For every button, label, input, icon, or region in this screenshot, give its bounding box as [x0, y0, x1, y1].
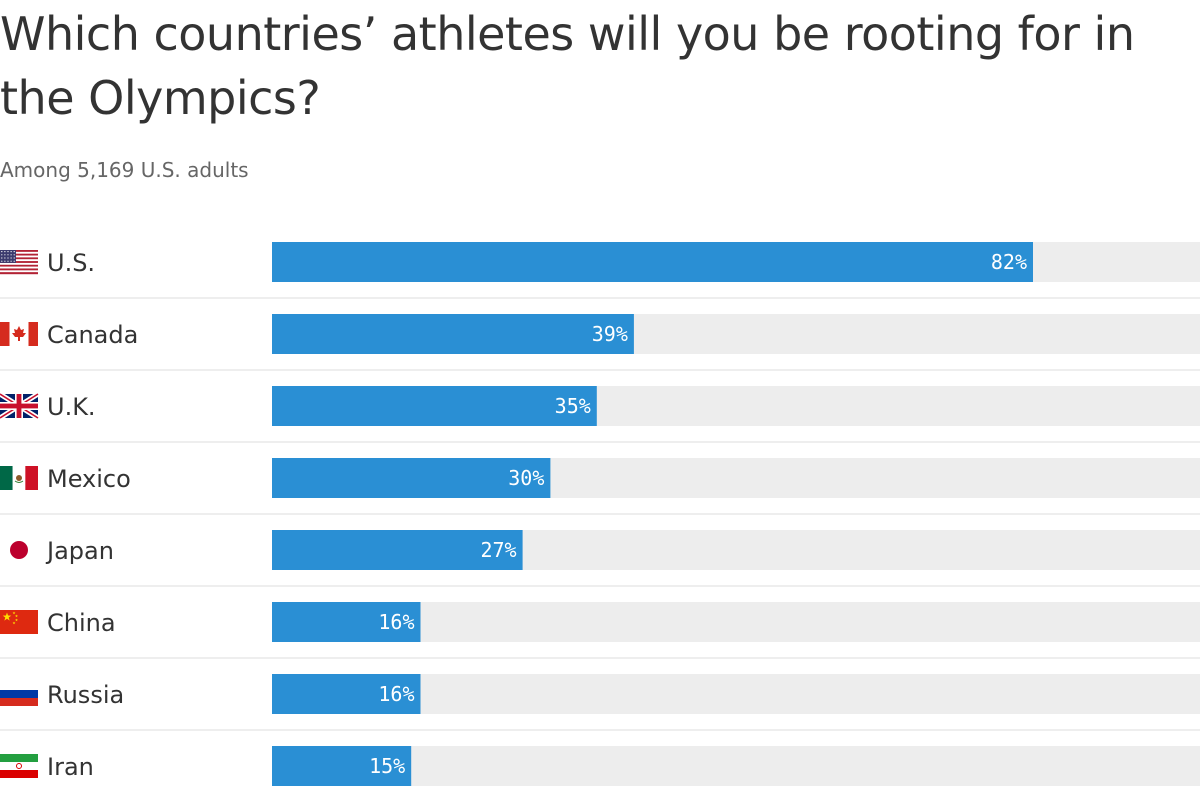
- mexico-flag-icon: [0, 466, 38, 490]
- bar-track: [272, 602, 1200, 642]
- china-flag-icon: [0, 610, 38, 634]
- bar-track: [272, 242, 1200, 282]
- bar-row: U.K. 35%: [0, 369, 1200, 426]
- bar-track: [272, 458, 1200, 498]
- bar-row: Russia 16%: [0, 657, 1200, 714]
- iran-flag-icon: [0, 754, 38, 778]
- data-label: 30%: [508, 466, 544, 490]
- canada-flag-icon: [0, 322, 38, 346]
- chart-subtitle: Among 5,169 U.S. adults: [0, 158, 249, 182]
- bar-row: Japan 27%: [0, 513, 1200, 570]
- category-label: China: [47, 609, 116, 637]
- data-label: 16%: [378, 610, 414, 634]
- chart-title: Which countries’ athletes will you be ro…: [0, 7, 1135, 125]
- russia-flag-icon: [0, 682, 38, 706]
- bar-row: Canada 39%: [0, 297, 1200, 354]
- category-label: U.S.: [47, 249, 95, 277]
- bar-row: Iran 15%: [0, 729, 1200, 786]
- data-label: 27%: [480, 538, 516, 562]
- bar: [272, 674, 421, 714]
- data-label: 15%: [369, 754, 405, 778]
- category-label: Iran: [47, 753, 94, 781]
- bar-track: [272, 674, 1200, 714]
- bar: [272, 602, 421, 642]
- bar-row: China 16%: [0, 585, 1200, 642]
- data-label: 82%: [991, 250, 1027, 274]
- bar-track: [272, 746, 1200, 786]
- bar-track: [272, 386, 1200, 426]
- category-label: Mexico: [47, 465, 131, 493]
- data-label: 39%: [592, 322, 628, 346]
- bar-track: [272, 314, 1200, 354]
- us-flag-icon: [0, 250, 38, 275]
- bar-rows: U.S. 82% Canada 39% U.K. 35% Mexico 30% Japan 27%…: [0, 242, 1200, 786]
- category-label: U.K.: [47, 393, 96, 421]
- category-label: Canada: [47, 321, 138, 349]
- bar: [272, 530, 523, 570]
- bar-row: U.S. 82%: [0, 242, 1200, 282]
- bar-track: [272, 530, 1200, 570]
- bar-row: Mexico 30%: [0, 441, 1200, 498]
- bar: [272, 746, 412, 786]
- category-label: Japan: [45, 537, 114, 565]
- uk-flag-icon: [0, 391, 40, 421]
- bar: [272, 242, 1033, 282]
- bar: [272, 458, 551, 498]
- data-label: 35%: [555, 394, 591, 418]
- category-label: Russia: [47, 681, 124, 709]
- bar: [272, 314, 634, 354]
- japan-flag-icon: [10, 541, 28, 559]
- data-label: 16%: [378, 682, 414, 706]
- bar: [272, 386, 597, 426]
